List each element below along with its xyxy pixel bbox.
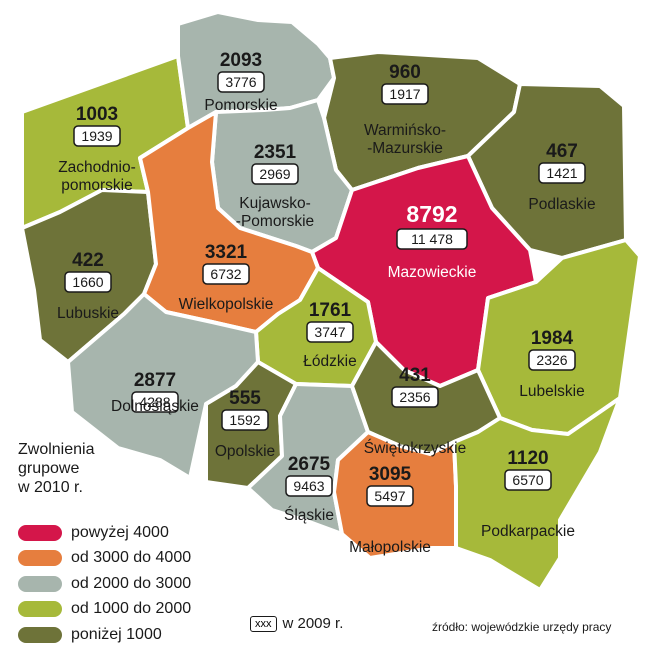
region-name: Świętokrzyskie bbox=[364, 439, 467, 457]
region-name: Mazowieckie bbox=[388, 264, 477, 281]
legend: powyżej 4000 od 3000 do 4000 od 2000 do … bbox=[18, 520, 191, 648]
value-2009: 5497 bbox=[374, 488, 405, 504]
legend-item: od 1000 do 2000 bbox=[18, 597, 191, 623]
region-name: -Mazurskie bbox=[367, 140, 443, 157]
region-name: Podlaskie bbox=[528, 196, 595, 213]
legend-label: od 1000 do 2000 bbox=[71, 600, 192, 618]
value-2009: 11 478 bbox=[411, 231, 453, 247]
value-2009: 1660 bbox=[72, 274, 103, 290]
value-2009-box bbox=[221, 409, 269, 431]
value-2009: 9463 bbox=[293, 478, 324, 494]
value-2009-box bbox=[73, 125, 121, 147]
value-2009: 3776 bbox=[225, 74, 256, 90]
legend-label: od 3000 do 4000 bbox=[71, 549, 192, 567]
region-name: Kujawsko- bbox=[239, 195, 311, 212]
legend-swatch bbox=[18, 601, 62, 618]
value-2009-box bbox=[131, 391, 179, 413]
value-2009: 1939 bbox=[81, 128, 112, 144]
value-2010: 3321 bbox=[205, 242, 248, 263]
region-name: Pomorskie bbox=[204, 97, 277, 114]
region-name: pomorskie bbox=[61, 177, 133, 194]
region-name: Małopolskie bbox=[349, 539, 431, 556]
legend-label: powyżej 4000 bbox=[71, 523, 169, 541]
region-name: Dolnośląskie bbox=[111, 398, 199, 415]
region-name: Zachodnio- bbox=[58, 159, 136, 176]
region-name: Warmińsko- bbox=[364, 122, 446, 139]
value-2009-box bbox=[306, 321, 354, 343]
value-2009: 1421 bbox=[546, 165, 577, 181]
value-2010: 2675 bbox=[288, 454, 331, 475]
value-2010: 3095 bbox=[369, 464, 412, 485]
value-2009: 1592 bbox=[229, 412, 260, 428]
value-2009: 6570 bbox=[512, 472, 543, 488]
key-label: w 2009 r. bbox=[282, 615, 344, 632]
legend-swatch bbox=[18, 575, 62, 592]
value-2010: 1003 bbox=[76, 104, 118, 125]
value-2009: 2969 bbox=[259, 166, 290, 182]
value-2010: 2093 bbox=[220, 50, 262, 71]
region-name: Opolskie bbox=[215, 443, 275, 460]
legend-item: poniżej 1000 bbox=[18, 622, 191, 648]
region-name: -Pomorskie bbox=[236, 213, 314, 230]
value-2010: 2877 bbox=[134, 370, 176, 391]
value-2009: 1917 bbox=[389, 86, 420, 102]
value-2010: 960 bbox=[389, 62, 421, 83]
region-podkarpackie bbox=[452, 396, 622, 592]
value-2009-box bbox=[381, 83, 429, 105]
value-2009-box bbox=[366, 485, 414, 507]
legend-swatch bbox=[18, 524, 62, 541]
value-2009: 4288 bbox=[139, 394, 170, 410]
value-2010: 555 bbox=[229, 388, 261, 409]
value-2010: 1120 bbox=[507, 448, 548, 469]
value-2009-box bbox=[528, 349, 576, 371]
region-name: Wielkopolskie bbox=[179, 296, 274, 313]
region-name: Łódzkie bbox=[303, 353, 356, 370]
value-2009-box bbox=[217, 71, 265, 93]
value-2010: 8792 bbox=[406, 201, 457, 227]
value-2010: 1761 bbox=[309, 300, 352, 321]
value-2009: 2356 bbox=[399, 389, 430, 405]
value-2009-box bbox=[285, 475, 333, 497]
legend-title: Zwolnienia grupowe w 2010 r. bbox=[18, 440, 178, 497]
value-2009-box bbox=[538, 162, 586, 184]
value-2009-box bbox=[251, 163, 299, 185]
legend-title-line: grupowe bbox=[18, 460, 80, 477]
legend-label: od 2000 do 3000 bbox=[71, 574, 192, 592]
legend-item: od 3000 do 4000 bbox=[18, 546, 191, 572]
value-2009-box bbox=[391, 386, 439, 408]
value-2010: 467 bbox=[546, 141, 578, 162]
value-2009-box bbox=[64, 271, 112, 293]
value-2009-box bbox=[202, 263, 250, 285]
region-name: Lubelskie bbox=[519, 383, 585, 400]
value-2010: 1984 bbox=[531, 328, 574, 349]
value-2009: 3747 bbox=[314, 324, 345, 340]
legend-item: od 2000 do 3000 bbox=[18, 571, 191, 597]
value-key: xxx w 2009 r. bbox=[250, 615, 343, 632]
value-2010: 2351 bbox=[254, 142, 297, 163]
legend-title-line: w 2010 r. bbox=[18, 479, 83, 496]
source-note: źródło: wojewódzkie urzędy pracy bbox=[432, 620, 612, 634]
value-2010: 422 bbox=[72, 250, 104, 271]
legend-title-line: Zwolnienia bbox=[18, 441, 95, 458]
value-2009: 6732 bbox=[210, 266, 241, 282]
region-name: Podkarpackie bbox=[481, 523, 575, 540]
value-2009-box bbox=[504, 469, 552, 491]
value-2010: 431 bbox=[399, 365, 431, 386]
legend-swatch bbox=[18, 626, 62, 643]
value-2009: 2326 bbox=[536, 352, 567, 368]
key-box: xxx bbox=[250, 615, 277, 632]
legend-swatch bbox=[18, 550, 62, 567]
legend-item: powyżej 4000 bbox=[18, 520, 191, 546]
legend-label: poniżej 1000 bbox=[71, 625, 162, 643]
region-name: Śląskie bbox=[284, 506, 334, 524]
region-name: Lubuskie bbox=[57, 305, 119, 322]
value-2009-box bbox=[396, 228, 468, 250]
